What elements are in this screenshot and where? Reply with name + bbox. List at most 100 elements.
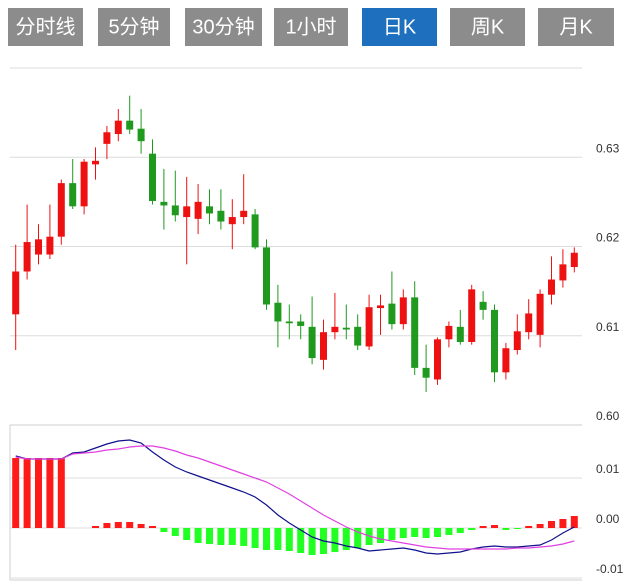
macd-bar — [126, 522, 134, 528]
macd-bar — [160, 528, 168, 532]
candle-body — [206, 206, 213, 214]
candle-body — [456, 326, 464, 342]
macd-bar — [468, 528, 476, 530]
candle-body — [331, 326, 339, 333]
candle-body — [251, 214, 259, 248]
tab-label[interactable]: 30分钟 — [192, 15, 254, 38]
macd-bar — [331, 528, 339, 552]
macd-bar — [183, 528, 191, 540]
macd-bar — [171, 528, 179, 536]
candle-body — [388, 303, 396, 325]
candle-body — [297, 321, 305, 326]
macd-bar — [479, 526, 487, 528]
macd-bar — [240, 528, 248, 546]
macd-bar — [12, 458, 20, 528]
macd-bar — [194, 528, 202, 543]
macd-bar — [525, 526, 533, 528]
candle-body — [445, 325, 453, 340]
candle-body — [570, 252, 578, 268]
macd-bar — [536, 524, 544, 528]
candle-body — [434, 339, 441, 380]
macd-bar — [23, 458, 31, 528]
macd-bar — [559, 519, 567, 528]
macd-bar — [285, 528, 293, 551]
macd-bar — [206, 528, 213, 544]
candle-body — [274, 302, 282, 322]
candle-body — [149, 153, 156, 201]
candle-body — [23, 242, 31, 272]
tab-button[interactable] — [450, 8, 525, 46]
macd-bar — [456, 528, 464, 533]
y-tick-label: 0.61 — [596, 320, 620, 334]
candle-body — [479, 301, 487, 310]
candle-body — [160, 201, 168, 206]
macd-bar — [513, 528, 521, 529]
candle-body — [194, 201, 202, 219]
candle-body — [536, 293, 544, 335]
macd-bar — [92, 526, 99, 528]
candle-body — [513, 331, 521, 351]
y-tick-label: 0.60 — [596, 409, 620, 423]
macd-bar — [228, 528, 236, 545]
candle-body — [422, 367, 430, 378]
tab-button[interactable] — [98, 8, 170, 46]
macd-bar — [388, 528, 396, 540]
tab-label[interactable]: 5分钟 — [108, 15, 159, 38]
candle-body — [377, 305, 384, 309]
macd-bar — [137, 524, 145, 528]
macd-bar — [308, 528, 316, 555]
macd-bar — [491, 525, 498, 528]
tab-label[interactable]: 1小时 — [285, 15, 336, 38]
tab-button[interactable] — [362, 8, 437, 46]
candle-body — [468, 289, 476, 342]
macd-bar — [399, 528, 407, 538]
candle-body — [548, 279, 555, 295]
macd-bar — [57, 458, 65, 528]
tab-button[interactable] — [274, 8, 348, 46]
candle-body — [171, 205, 179, 216]
macd-bar — [445, 528, 453, 535]
tab-label[interactable]: 周K — [471, 16, 505, 38]
candle-body — [308, 326, 316, 359]
macd-bar — [377, 528, 384, 543]
y-tick-label: 0.62 — [596, 231, 620, 245]
macd-bar — [103, 523, 111, 528]
macd-bar — [354, 528, 362, 548]
tab-label[interactable]: 月K — [559, 16, 593, 38]
candle-body — [240, 210, 248, 218]
macd-bar — [35, 458, 42, 528]
macd-bar — [217, 528, 225, 545]
candle-body — [502, 348, 510, 373]
tab-button[interactable] — [185, 8, 262, 46]
candle-body — [114, 120, 122, 135]
candle-body — [491, 309, 498, 373]
tab-button[interactable] — [8, 8, 83, 46]
macd-bar — [548, 521, 555, 528]
candle-body — [263, 247, 270, 305]
y-tick-label: 0.01 — [596, 462, 620, 476]
tab-label[interactable]: 分时线 — [16, 15, 76, 38]
macd-line — [15, 439, 575, 555]
candle-body — [183, 206, 191, 218]
candle-body — [285, 321, 293, 324]
candle-body — [103, 132, 111, 144]
macd-bar — [251, 528, 259, 548]
candle-body — [525, 313, 533, 333]
macd-bar — [46, 458, 54, 528]
candle-body — [399, 297, 407, 325]
candle-body — [126, 120, 134, 130]
candle-body — [320, 332, 327, 360]
candle-body — [57, 183, 65, 237]
candle-body — [365, 307, 373, 347]
macd-bar — [411, 528, 419, 537]
macd-bar — [422, 528, 430, 538]
macd-line — [15, 445, 575, 550]
tab-label[interactable]: 日K — [383, 16, 417, 38]
tab-button[interactable] — [538, 8, 614, 46]
macd-bar — [502, 528, 510, 530]
candle-body — [92, 160, 99, 165]
candle-body — [411, 297, 419, 368]
y-tick-label: 0.63 — [596, 141, 620, 155]
candle-body — [342, 327, 350, 330]
macd-bar — [114, 522, 122, 528]
